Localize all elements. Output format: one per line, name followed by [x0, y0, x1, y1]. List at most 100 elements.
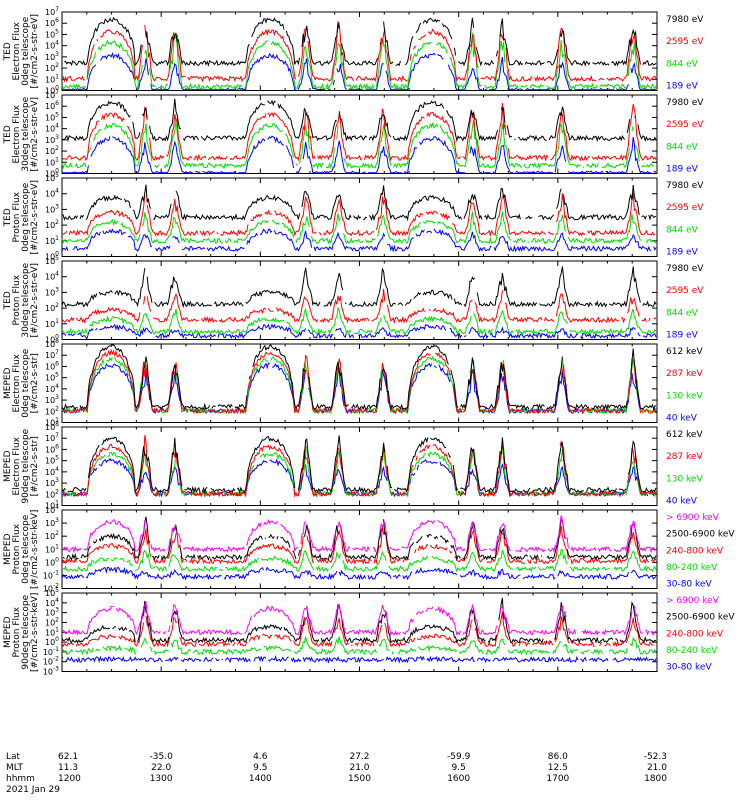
y-tick-label: 106 — [45, 100, 59, 111]
y-tick-label: 101 — [45, 626, 59, 637]
y-tick-label: 103 — [45, 607, 59, 618]
y-tick-label: 101 — [45, 156, 59, 167]
y-axis-label: TEDProton Flux0deg telescope[#/cm2-s-str… — [3, 180, 40, 255]
y-tick-label: 105 — [45, 111, 59, 122]
y-tick-label: 107 — [45, 89, 59, 100]
y-tick-label: 102 — [45, 145, 59, 156]
y-tick-label: 100 — [45, 168, 59, 179]
x-row-label: 2021 Jan 29 — [6, 785, 60, 795]
legend-entry: 844 eV — [666, 142, 699, 152]
y-tick-label: 10-2 — [43, 656, 59, 667]
y-tick-label: 107 — [45, 432, 59, 443]
x-tick-hhmm: 1500 — [348, 774, 371, 784]
y-tick-label: 108 — [45, 421, 59, 432]
series-line — [61, 211, 657, 245]
legend-entry: 189 eV — [666, 331, 699, 341]
legend-entry: 287 keV — [666, 369, 703, 379]
y-axis-label: MEPEDProton Flux90deg telescope[#/cm2-s-… — [3, 593, 40, 672]
series-line — [61, 184, 657, 222]
series-line — [62, 51, 656, 91]
legend-entry: 612 keV — [666, 347, 703, 357]
y-tick-label: 105 — [45, 255, 59, 266]
y-tick-label: 105 — [45, 455, 59, 466]
legend-entry: 7980 eV — [666, 264, 704, 274]
legend-entry: 7980 eV — [666, 98, 704, 108]
y-tick-label: 102 — [45, 62, 59, 73]
series-line — [61, 103, 657, 162]
series-line — [61, 597, 657, 644]
legend-entry: 40 keV — [666, 414, 698, 424]
series-line — [61, 306, 657, 336]
y-tick-label: 100 — [45, 334, 59, 345]
legend-entry: 240-800 keV — [666, 629, 724, 639]
y-tick-label: 106 — [45, 17, 59, 28]
series-line — [61, 525, 657, 565]
legend-entry: 7980 eV — [666, 181, 704, 191]
y-axis-label: MEPEDElectron Flux90deg telescope[#/cm2-… — [3, 428, 40, 503]
series-line — [61, 435, 657, 494]
series-line — [61, 192, 656, 237]
panel-7: 10-2 10-1 100 101 102 103 104 MEPEDProton Flux0… — [3, 504, 735, 594]
y-tick-label: 10-1 — [43, 569, 59, 580]
x-tick-hhmm: 1600 — [447, 774, 470, 784]
y-tick-label: 100 — [45, 636, 59, 647]
panel-3: 100 101 102 103 104 105 TEDProton Flux0deg tel… — [3, 172, 704, 262]
legend-entry: > 6900 keV — [666, 513, 720, 523]
x-tick-mlt: 11.3 — [58, 763, 78, 773]
y-tick-label: 103 — [45, 134, 59, 145]
y-axis-label: MEPEDProton Flux0deg telescope[#/cm2-s-s… — [3, 510, 40, 589]
y-tick-label: 105 — [45, 28, 59, 39]
legend-entry: 2500-6900 keV — [666, 530, 735, 540]
y-tick-label: 105 — [45, 372, 59, 383]
series-line — [61, 20, 657, 83]
y-tick-label: 103 — [45, 51, 59, 62]
x-tick-mlt: 21.0 — [647, 763, 667, 773]
y-axis-label: TEDElectron Flux30deg telescope[#/cm2-s-… — [3, 96, 40, 171]
panel-frame — [61, 94, 658, 174]
y-tick-label: 10-1 — [43, 646, 59, 657]
y-tick-label: 101 — [45, 318, 59, 329]
x-tick-lat: 4.6 — [253, 752, 268, 762]
series-line — [62, 135, 657, 174]
series-line — [61, 266, 657, 309]
y-tick-label: 102 — [45, 302, 59, 313]
x-tick-hhmm: 1700 — [546, 774, 569, 784]
x-tick-lat: -35.0 — [150, 752, 174, 762]
series-line — [61, 566, 657, 581]
y-tick-label: 102 — [45, 530, 59, 541]
legend-entry: 30-80 keV — [666, 580, 712, 590]
legend-entry: 130 keV — [666, 391, 703, 401]
x-tick-lat: 62.1 — [58, 752, 78, 762]
y-axis-label: MEPEDElectron Flux0deg telescope[#/cm2-s… — [3, 348, 40, 418]
y-tick-label: 105 — [45, 172, 59, 183]
x-tick-mlt: 9.5 — [452, 763, 466, 773]
y-tick-label: 101 — [45, 235, 59, 246]
y-tick-label: 101 — [45, 417, 59, 428]
legend-entry: 2595 eV — [666, 286, 704, 296]
legend-entry: 7980 eV — [666, 15, 704, 25]
series-line — [62, 516, 657, 561]
y-tick-label: 106 — [45, 443, 59, 454]
y-tick-label: 108 — [45, 338, 59, 349]
series-line — [61, 344, 657, 411]
y-tick-label: 103 — [45, 477, 59, 488]
y-tick-label: 101 — [45, 500, 59, 511]
legend-entry: 240-800 keV — [666, 546, 724, 556]
y-tick-label: 104 — [45, 597, 59, 608]
y-tick-label: 104 — [45, 504, 59, 515]
y-tick-label: 100 — [45, 251, 59, 262]
x-tick-lat: -59.9 — [447, 752, 471, 762]
series-line — [61, 636, 657, 656]
y-axis-label: TEDElectron Flux0deg telescope[#/cm2-s-s… — [3, 14, 40, 89]
series-line — [61, 228, 657, 253]
series-line — [61, 515, 657, 554]
y-tick-label: 100 — [45, 85, 59, 96]
legend-entry: > 6900 keV — [666, 596, 720, 606]
y-tick-label: 103 — [45, 286, 59, 297]
